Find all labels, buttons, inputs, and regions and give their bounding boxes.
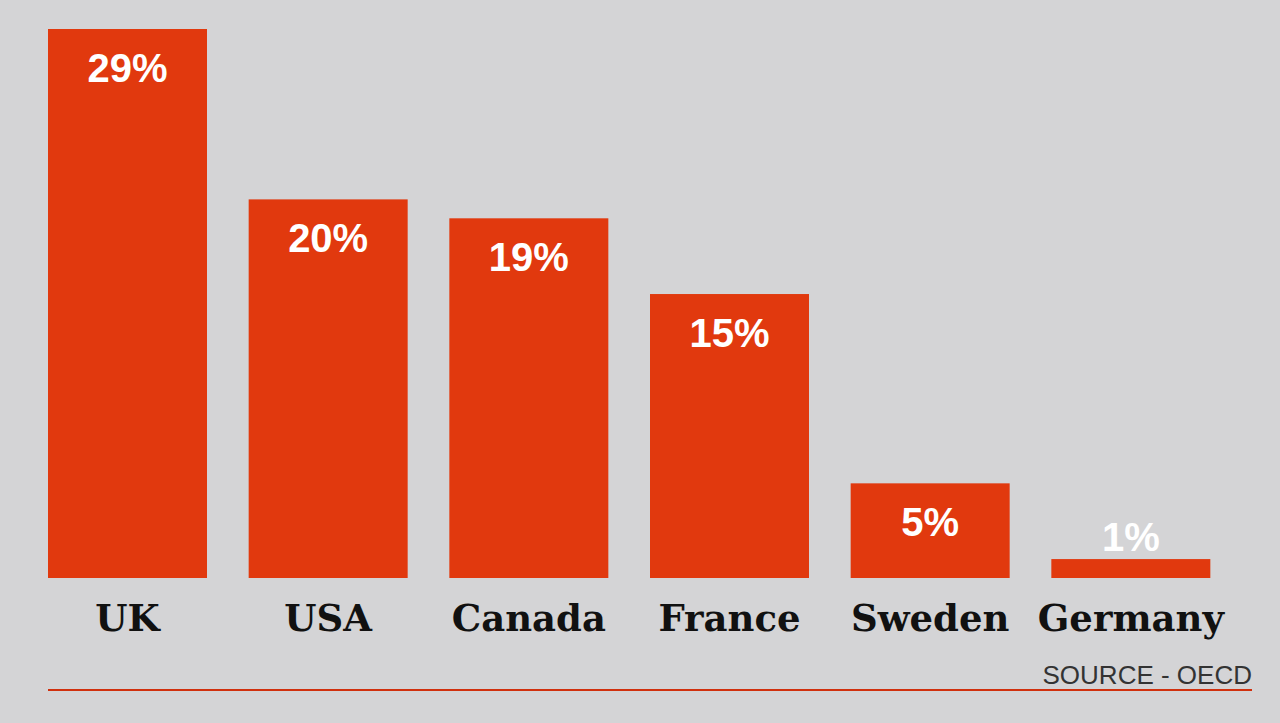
bar bbox=[1051, 559, 1210, 578]
data-label: 20% bbox=[288, 216, 368, 260]
background bbox=[0, 0, 1280, 723]
chart: 29% UK 20% USA 19% Canada 15% France 5% Sweden 1% G… bbox=[0, 0, 1280, 723]
data-label: 5% bbox=[901, 500, 959, 544]
bar bbox=[851, 483, 1010, 578]
category-label: USA bbox=[284, 596, 373, 640]
category-label: Canada bbox=[452, 596, 606, 640]
data-label: 19% bbox=[489, 235, 569, 279]
bars bbox=[48, 29, 1210, 578]
bar bbox=[650, 294, 809, 578]
category-label: France bbox=[658, 596, 800, 640]
category-label: UK bbox=[95, 596, 161, 640]
data-label: 29% bbox=[87, 46, 167, 90]
bar bbox=[48, 29, 207, 578]
bar bbox=[449, 218, 608, 578]
bar bbox=[249, 199, 408, 578]
data-label: 1% bbox=[1102, 515, 1160, 559]
category-label: Germany bbox=[1038, 596, 1226, 640]
labels: 29% UK 20% USA 19% Canada 15% France 5% Sweden 1% G… bbox=[87, 46, 1225, 640]
category-label: Sweden bbox=[851, 596, 1010, 640]
source-note: SOURCE - OECD bbox=[1043, 660, 1252, 690]
data-label: 15% bbox=[689, 311, 769, 355]
